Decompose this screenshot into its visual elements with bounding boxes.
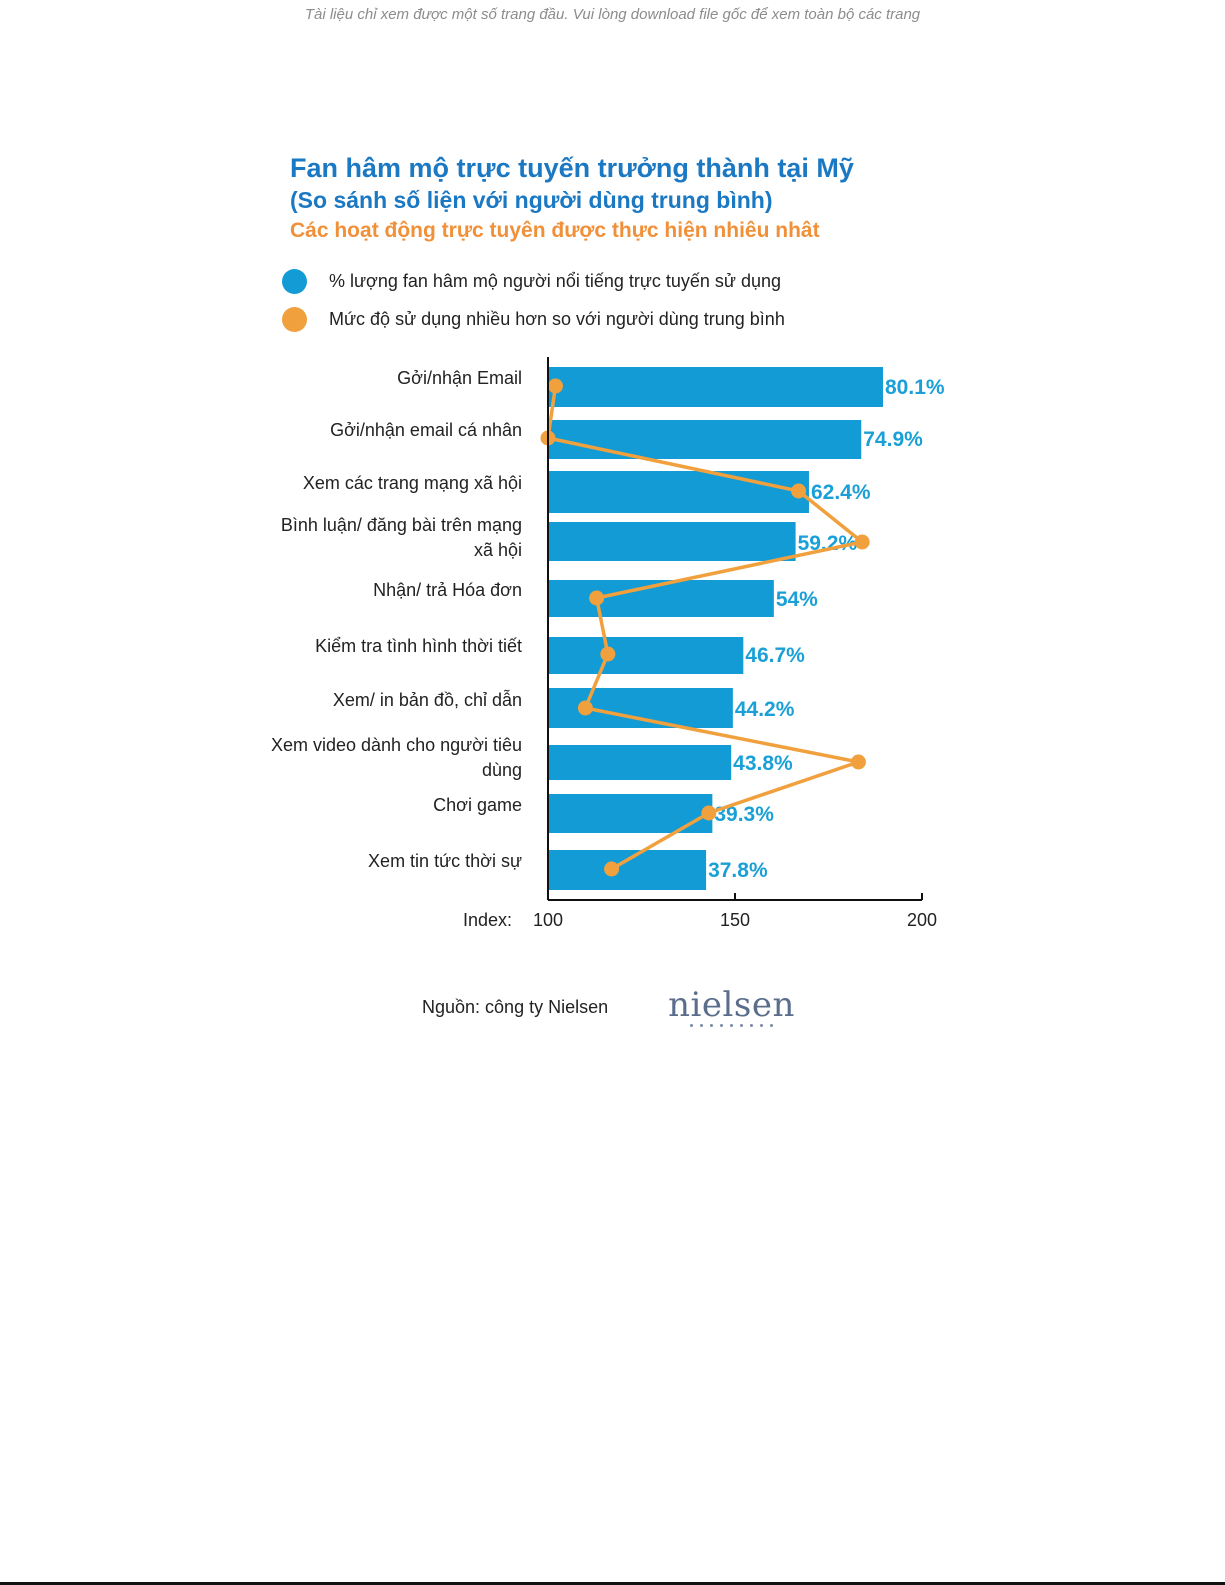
x-tick-label-3: 200 [907, 910, 937, 930]
bar-line-chart: Gởi/nhận Email Gởi/nhận email cá nhân Xem … [271, 357, 945, 930]
nielsen-logo: nielsen [668, 988, 795, 1027]
category-label-2: Gởi/nhận email cá nhân [330, 420, 522, 440]
index-marker-1 [547, 378, 563, 394]
nielsen-wordmark: nielsen [668, 985, 795, 1025]
x-tick-label-1: 100 [533, 910, 563, 930]
index-marker-10 [604, 861, 620, 877]
page-bottom-rule [0, 1582, 1225, 1585]
bar-3 [548, 471, 809, 513]
category-label-8: Xem video dành cho người tiêu dùng [271, 735, 522, 780]
chart-header: Fan hâm mộ trực tuyến trưởng thành tại M… [290, 152, 854, 246]
bar-6 [548, 637, 744, 674]
x-tick-label-2: 150 [720, 910, 750, 930]
x-axis-prefix-label: Index: [463, 910, 512, 930]
index-line [546, 385, 864, 871]
chart-title: Fan hâm mộ trực tuyến trưởng thành tại M… [290, 153, 854, 183]
download-notice: Tài liệu chỉ xem được một số trang đầu. … [304, 6, 921, 23]
value-label-1: 80.1% [885, 376, 945, 399]
value-label-2: 74.9% [863, 428, 923, 451]
nielsen-logo-dots [689, 1024, 773, 1027]
bar-2 [548, 420, 862, 459]
legend-label-orange: Mức độ sử dụng nhiều hơn so với người dù… [329, 308, 785, 329]
category-label-3: Xem các trang mạng xã hội [303, 473, 522, 493]
bar-1 [548, 367, 883, 407]
index-marker-8 [850, 754, 866, 770]
chart-subtitle: (So sánh số liện với người dùng trung bì… [290, 187, 773, 213]
index-marker-6 [600, 646, 616, 662]
category-label-5: Nhận/ trả Hóa đơn [373, 580, 522, 600]
category-label-9: Chơi game [433, 795, 522, 815]
legend-label-blue: % lượng fan hâm mộ người nổi tiếng trực … [329, 270, 782, 291]
value-label-8: 43.8% [733, 752, 793, 775]
value-label-5: 54% [776, 588, 818, 611]
bar-4 [548, 522, 796, 561]
legend-swatch-blue [282, 268, 307, 294]
chart-legend: % lượng fan hâm mộ người nổi tiếng trực … [282, 262, 785, 338]
category-label-4: Bình luận/ đăng bài trên mạng xã hội [281, 515, 522, 560]
index-marker-4 [854, 534, 870, 550]
value-label-9: 39.3% [714, 803, 774, 826]
chart-footer: Nguồn: công ty Nielsen nielsen [422, 988, 795, 1027]
index-marker-3 [791, 483, 807, 499]
index-marker-9 [701, 805, 717, 821]
legend-item-blue: % lượng fan hâm mộ người nổi tiếng trực … [282, 262, 785, 300]
legend-swatch-orange [282, 306, 307, 332]
legend-item-orange: Mức độ sử dụng nhiều hơn so với người dù… [282, 300, 785, 338]
value-label-7: 44.2% [735, 698, 795, 721]
bar-8 [548, 745, 732, 780]
category-label-7: Xem/ in bản đồ, chỉ dẫn [333, 689, 522, 710]
value-label-4: 59.2% [798, 532, 858, 555]
category-label-6: Kiểm tra tình hình thời tiết [315, 636, 522, 656]
bar-10 [548, 850, 707, 890]
source-note: Nguồn: công ty Nielsen [422, 997, 609, 1017]
category-label-1: Gởi/nhận Email [397, 368, 522, 388]
value-label-10: 37.8% [708, 859, 768, 882]
value-label-6: 46.7% [745, 644, 805, 667]
index-marker-7 [577, 700, 593, 716]
value-label-3: 62.4% [811, 481, 871, 504]
bar-7 [548, 688, 733, 728]
category-label-10: Xem tin tức thời sự [368, 851, 522, 871]
index-marker-5 [589, 590, 605, 606]
chart-subtitle-orange: Các hoạt động trực tuyên được thực hiện … [290, 219, 820, 242]
